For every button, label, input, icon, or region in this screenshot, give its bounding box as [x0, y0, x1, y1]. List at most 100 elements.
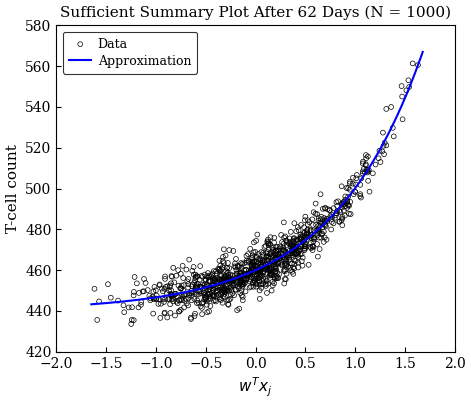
- Data: [207, 278, 214, 284]
- Data: [291, 265, 298, 272]
- Data: [280, 219, 288, 226]
- Data: [274, 251, 282, 257]
- Data: [265, 267, 273, 273]
- Data: [366, 188, 374, 195]
- Data: [168, 273, 175, 279]
- Data: [237, 277, 244, 284]
- Data: [291, 247, 298, 254]
- Data: [230, 292, 238, 298]
- Data: [301, 245, 309, 252]
- Data: [274, 247, 281, 254]
- Data: [357, 181, 364, 188]
- Data: [201, 271, 209, 278]
- Data: [178, 282, 186, 289]
- Data: [243, 271, 251, 277]
- Data: [375, 155, 382, 162]
- Data: [237, 269, 245, 276]
- Data: [261, 244, 268, 250]
- Data: [299, 239, 307, 245]
- Data: [212, 268, 220, 274]
- Data: [235, 264, 242, 271]
- Data: [199, 281, 206, 288]
- Data: [327, 213, 334, 219]
- Data: [250, 277, 258, 284]
- Data: [297, 241, 305, 247]
- Data: [244, 251, 252, 257]
- Data: [220, 276, 227, 282]
- Data: [403, 87, 410, 94]
- Data: [255, 266, 263, 273]
- Data: [232, 286, 240, 293]
- Data: [259, 281, 267, 287]
- Data: [272, 247, 280, 254]
- Data: [198, 300, 206, 307]
- Data: [227, 284, 235, 290]
- Data: [249, 259, 257, 265]
- Data: [186, 256, 193, 263]
- Data: [265, 254, 272, 261]
- Data: [279, 245, 287, 251]
- Data: [239, 297, 246, 303]
- Data: [256, 271, 264, 277]
- Data: [292, 228, 300, 234]
- Data: [203, 281, 211, 288]
- Data: [340, 198, 348, 205]
- Data: [192, 283, 200, 290]
- Data: [221, 289, 229, 296]
- Data: [135, 304, 142, 311]
- Data: [233, 277, 241, 284]
- Data: [195, 288, 203, 295]
- Data: [150, 288, 157, 295]
- Data: [178, 297, 186, 303]
- Data: [267, 262, 275, 268]
- Data: [271, 275, 278, 282]
- Data: [220, 286, 228, 292]
- Data: [292, 251, 300, 258]
- Data: [214, 279, 222, 286]
- Data: [286, 250, 294, 256]
- Data: [218, 280, 226, 286]
- Data: [294, 264, 302, 271]
- Data: [210, 298, 217, 304]
- Data: [282, 276, 290, 283]
- Data: [245, 267, 252, 274]
- Data: [91, 286, 98, 292]
- Data: [167, 280, 175, 287]
- Data: [280, 247, 288, 253]
- Data: [250, 265, 257, 272]
- Data: [200, 289, 208, 296]
- Data: [336, 218, 343, 225]
- Data: [216, 266, 223, 272]
- Data: [251, 262, 259, 269]
- Data: [221, 274, 229, 280]
- Data: [276, 254, 283, 260]
- Data: [290, 242, 297, 249]
- Data: [398, 93, 406, 100]
- Data: [268, 253, 276, 259]
- Data: [297, 232, 304, 238]
- Data: [235, 285, 243, 292]
- Data: [272, 263, 279, 270]
- Data: [249, 266, 257, 273]
- Data: [114, 297, 122, 304]
- Data: [217, 292, 225, 298]
- Data: [226, 278, 234, 284]
- Data: [249, 260, 256, 266]
- Data: [179, 262, 187, 269]
- Data: [315, 223, 322, 229]
- Data: [237, 279, 244, 286]
- Data: [254, 260, 262, 266]
- Data: [253, 259, 260, 265]
- Data: [327, 226, 335, 233]
- Data: [190, 280, 198, 286]
- Data: [179, 275, 187, 281]
- Data: [197, 303, 204, 310]
- Data: [190, 271, 197, 278]
- Data: [331, 215, 339, 221]
- Data: [303, 237, 310, 243]
- Data: [284, 251, 292, 257]
- Data: [221, 273, 228, 279]
- Data: [188, 283, 196, 290]
- Data: [247, 284, 255, 290]
- Data: [130, 292, 138, 298]
